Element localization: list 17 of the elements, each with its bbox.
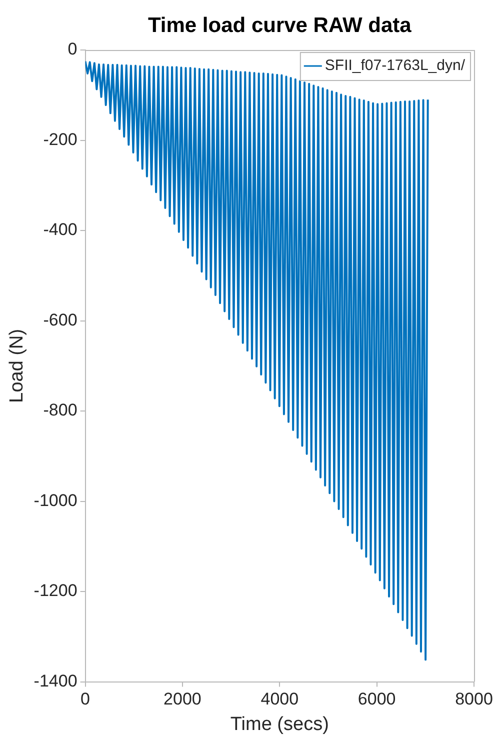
y-tick-label: -400 <box>43 220 78 240</box>
x-tick-label: 4000 <box>260 690 299 709</box>
y-tick-label: -600 <box>43 310 78 330</box>
y-tick-label: -200 <box>43 130 78 149</box>
x-tick-label: 2000 <box>164 690 202 709</box>
y-tick-label: 0 <box>68 40 78 59</box>
x-tick-label: 0 <box>80 690 90 709</box>
y-tick-label: -1000 <box>34 490 78 510</box>
x-tick-label: 6000 <box>358 690 396 709</box>
y-tick-label: -1200 <box>34 581 78 600</box>
y-tick-label: -1400 <box>34 671 78 690</box>
x-tick-label: 8000 <box>455 690 493 709</box>
y-axis-title: Load (N) <box>6 328 28 403</box>
y-tick-label: -800 <box>43 400 78 420</box>
x-axis-title: Time (secs) <box>230 714 329 735</box>
legend-label: SFII_f07-1763L_dyn/ <box>324 57 466 74</box>
chart-title: Time load curve RAW data <box>148 14 412 37</box>
